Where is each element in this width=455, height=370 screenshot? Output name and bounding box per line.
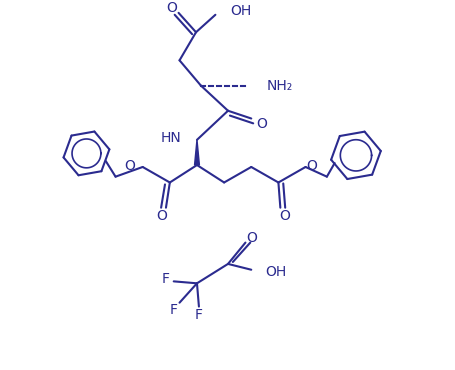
- Text: O: O: [124, 159, 135, 173]
- Text: F: F: [162, 272, 170, 286]
- Text: NH₂: NH₂: [266, 78, 293, 92]
- Polygon shape: [194, 140, 199, 165]
- Text: OH: OH: [229, 4, 251, 18]
- Text: O: O: [278, 209, 289, 223]
- Text: F: F: [194, 308, 202, 322]
- Text: O: O: [157, 209, 167, 223]
- Text: F: F: [169, 303, 177, 317]
- Text: O: O: [166, 1, 177, 15]
- Text: O: O: [305, 159, 316, 173]
- Text: HN: HN: [160, 131, 181, 145]
- Text: O: O: [256, 117, 267, 131]
- Text: O: O: [245, 231, 256, 245]
- Text: OH: OH: [264, 265, 285, 279]
